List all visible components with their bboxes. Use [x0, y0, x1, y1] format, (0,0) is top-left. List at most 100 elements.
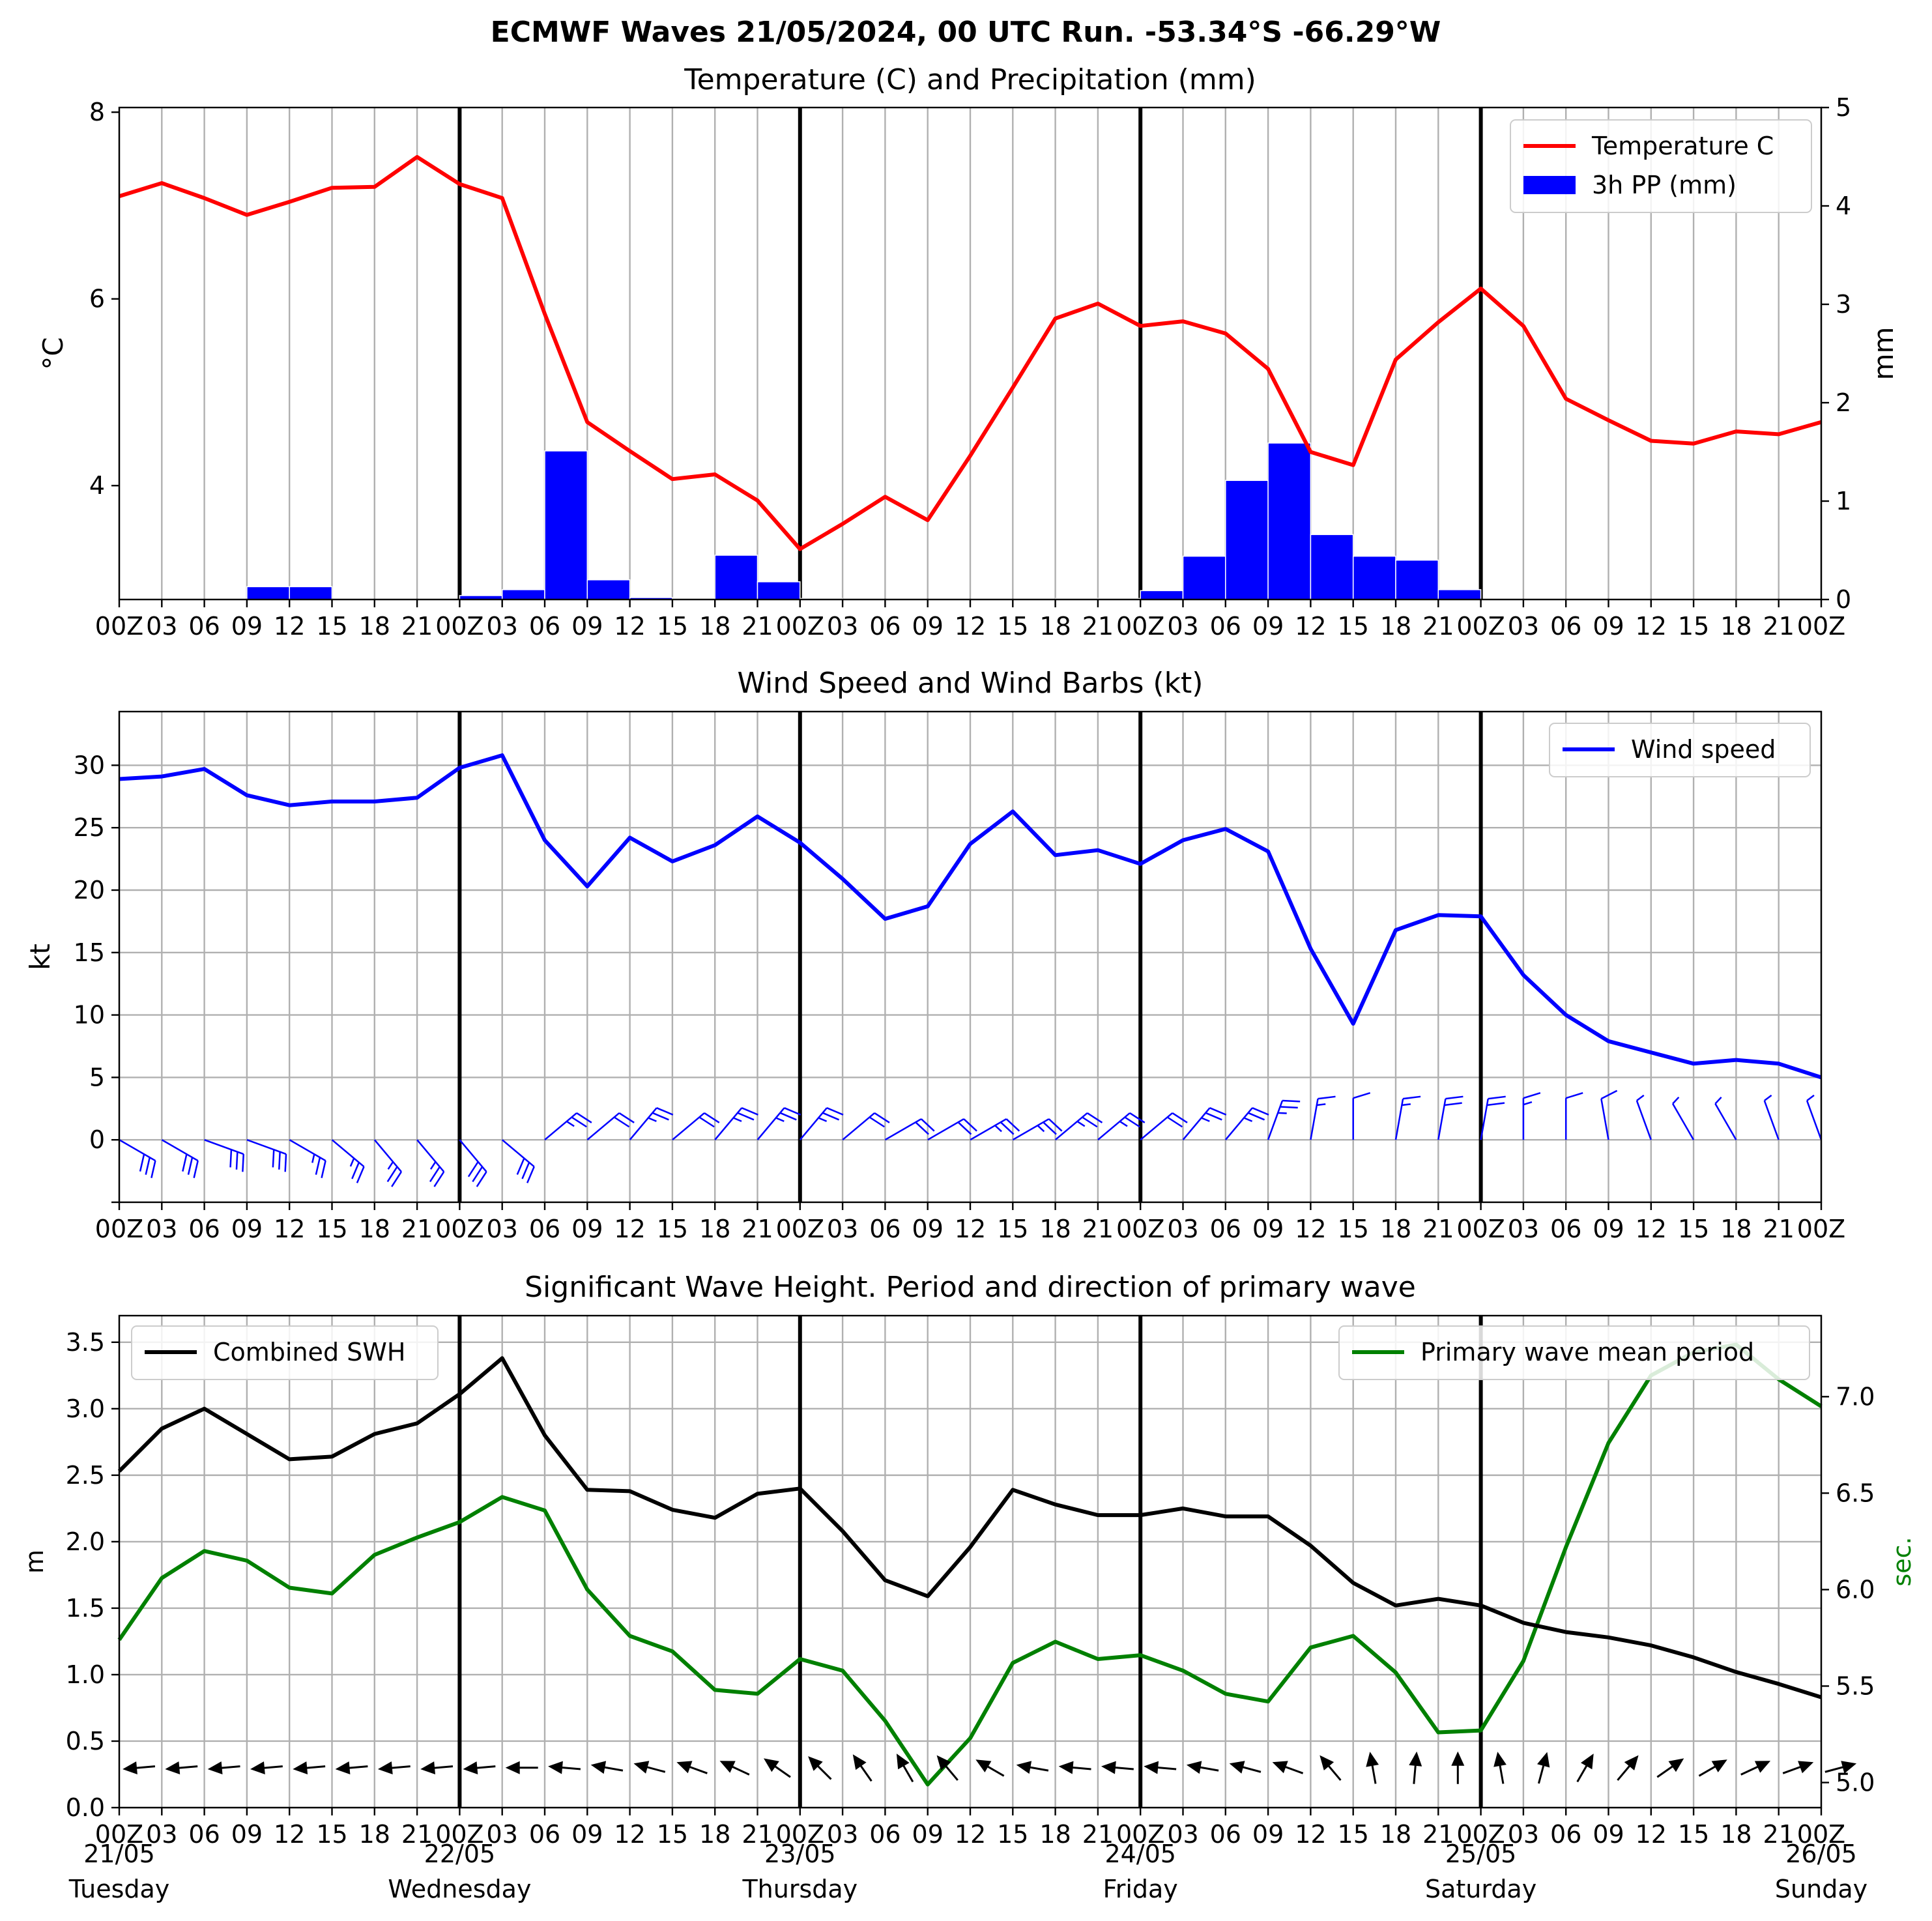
wave-direction-arrow — [633, 1761, 666, 1774]
precip-bar — [1395, 559, 1439, 600]
wind-barb-flag — [1248, 1112, 1265, 1121]
x-tick-label: 03 — [827, 612, 858, 641]
wind-barb-half-flag — [1523, 1101, 1533, 1106]
wind-barb-flag — [1600, 1090, 1618, 1100]
day-name-label: Saturday — [1425, 1875, 1536, 1903]
wind-barb — [1564, 1092, 1583, 1140]
x-tick-label: 03 — [487, 1820, 518, 1849]
legend-box — [131, 1325, 439, 1380]
day-date-label: 25/05 — [1445, 1840, 1517, 1868]
wind-barb-flag — [1166, 1116, 1183, 1128]
wind-barb-shaft — [842, 1112, 875, 1141]
legend-swatch-bar — [1523, 176, 1576, 194]
panel-3-title: Significant Wave Height. Period and dire… — [525, 1271, 1416, 1304]
wind-barb-shaft — [501, 1139, 535, 1168]
x-tick-label: 06 — [1210, 1215, 1241, 1243]
x-tick-label: 09 — [571, 612, 603, 641]
wind-barb-flag — [618, 1112, 635, 1123]
x-tick-label: 03 — [146, 612, 177, 641]
wind-barb-flag — [429, 1166, 440, 1183]
wind-barb-flag — [315, 1157, 321, 1175]
x-tick-label: 03 — [487, 612, 518, 641]
x-tick-label: 03 — [1167, 1820, 1198, 1849]
wind-barb-half-flag — [1243, 1117, 1253, 1122]
wind-barb-shaft — [1672, 1103, 1695, 1140]
wave-direction-arrow — [1451, 1751, 1465, 1784]
precip-bar — [1437, 589, 1482, 600]
x-tick-label: 21 — [1082, 612, 1114, 641]
wave-direction-arrow — [463, 1761, 496, 1774]
wind-barb-shaft — [119, 1139, 156, 1162]
wind-barb-half-flag — [994, 1125, 1002, 1133]
wind-barb-flag — [963, 1118, 977, 1132]
wind-barb-flag — [920, 1118, 935, 1132]
x-tick-label: 21 — [742, 612, 773, 641]
wave-arrow-head — [764, 1758, 779, 1772]
wind-barb — [289, 1139, 326, 1178]
wind-barb-half-flag — [648, 1117, 657, 1122]
precip-bar — [289, 586, 333, 600]
x-tick-label: 09 — [912, 612, 944, 641]
wind-barb-flag — [1172, 1112, 1188, 1123]
x-tick-label: 06 — [188, 612, 220, 641]
x-tick-label: 00Z — [435, 1215, 483, 1243]
wind-barb-flag — [1444, 1102, 1462, 1106]
x-tick-label: 06 — [1550, 612, 1581, 641]
wind-barb-flag — [1000, 1121, 1015, 1135]
y-tick-label: 0.5 — [66, 1727, 105, 1755]
x-tick-label: 06 — [529, 612, 560, 641]
wave-direction-arrow — [1617, 1755, 1639, 1781]
x-tick-label: 00Z — [1116, 612, 1164, 641]
wind-barb-flag — [779, 1112, 797, 1121]
wind-barb-half-flag — [387, 1161, 394, 1170]
x-tick-label: 15 — [657, 1820, 688, 1849]
wind-barb-flag — [145, 1157, 151, 1175]
wind-speed-line — [119, 753, 1822, 1080]
x-tick-label: 21 — [401, 612, 433, 641]
wind-barb-flag — [278, 1151, 281, 1170]
wind-barb-flag — [652, 1112, 669, 1121]
wind-barb-flag — [433, 1171, 445, 1187]
wave-arrow-head — [1366, 1752, 1379, 1767]
wave-arrow-head — [590, 1761, 607, 1774]
wind-barb-flag — [1082, 1116, 1098, 1128]
y2-tick-label: 5.0 — [1836, 1769, 1875, 1797]
wind-barb-half-flag — [1672, 1096, 1680, 1105]
x-tick-label: 03 — [1508, 1215, 1539, 1243]
x-tick-label: 12 — [614, 1820, 645, 1849]
wave-direction-arrow — [764, 1758, 791, 1778]
x-tick-label: 12 — [1636, 1820, 1667, 1849]
wave-arrow-head — [548, 1761, 563, 1774]
x-tick-label: 00Z — [776, 612, 824, 641]
wind-barb-half-flag — [1037, 1125, 1045, 1133]
wind-barb-half-flag — [429, 1161, 437, 1170]
wave-arrow-head — [1319, 1755, 1334, 1770]
wave-direction-arrow — [1824, 1761, 1857, 1774]
precip-bar — [1310, 534, 1354, 600]
wind-barb-shaft — [1636, 1100, 1652, 1140]
wind-barb-flag — [193, 1160, 199, 1178]
wave-direction-arrow — [1058, 1761, 1091, 1774]
wind-barb — [1054, 1112, 1103, 1141]
x-tick-label: 09 — [1593, 1215, 1624, 1243]
wind-barb — [757, 1107, 801, 1141]
y-tick-label: 1.5 — [66, 1594, 105, 1623]
x-tick-label: 00Z — [1797, 1215, 1845, 1243]
wind-barb-flag — [576, 1112, 592, 1123]
x-tick-label: 21 — [1082, 1820, 1114, 1849]
legend-box — [1510, 119, 1812, 213]
wind-barb-flag — [1486, 1102, 1505, 1106]
x-tick-label: 15 — [1678, 1820, 1709, 1849]
wind-barb-half-flag — [1201, 1117, 1210, 1122]
y-tick-label: 0.0 — [66, 1793, 105, 1822]
wind-barb-flag — [613, 1116, 630, 1128]
wind-barb-flag — [822, 1112, 840, 1121]
x-tick-label: 09 — [1593, 612, 1624, 641]
x-tick-label: 12 — [274, 1215, 305, 1243]
day-date-label: 26/05 — [1785, 1840, 1857, 1868]
x-tick-label: 12 — [614, 1215, 645, 1243]
x-tick-label: 15 — [657, 1215, 688, 1243]
wave-direction-arrow — [1537, 1752, 1550, 1784]
